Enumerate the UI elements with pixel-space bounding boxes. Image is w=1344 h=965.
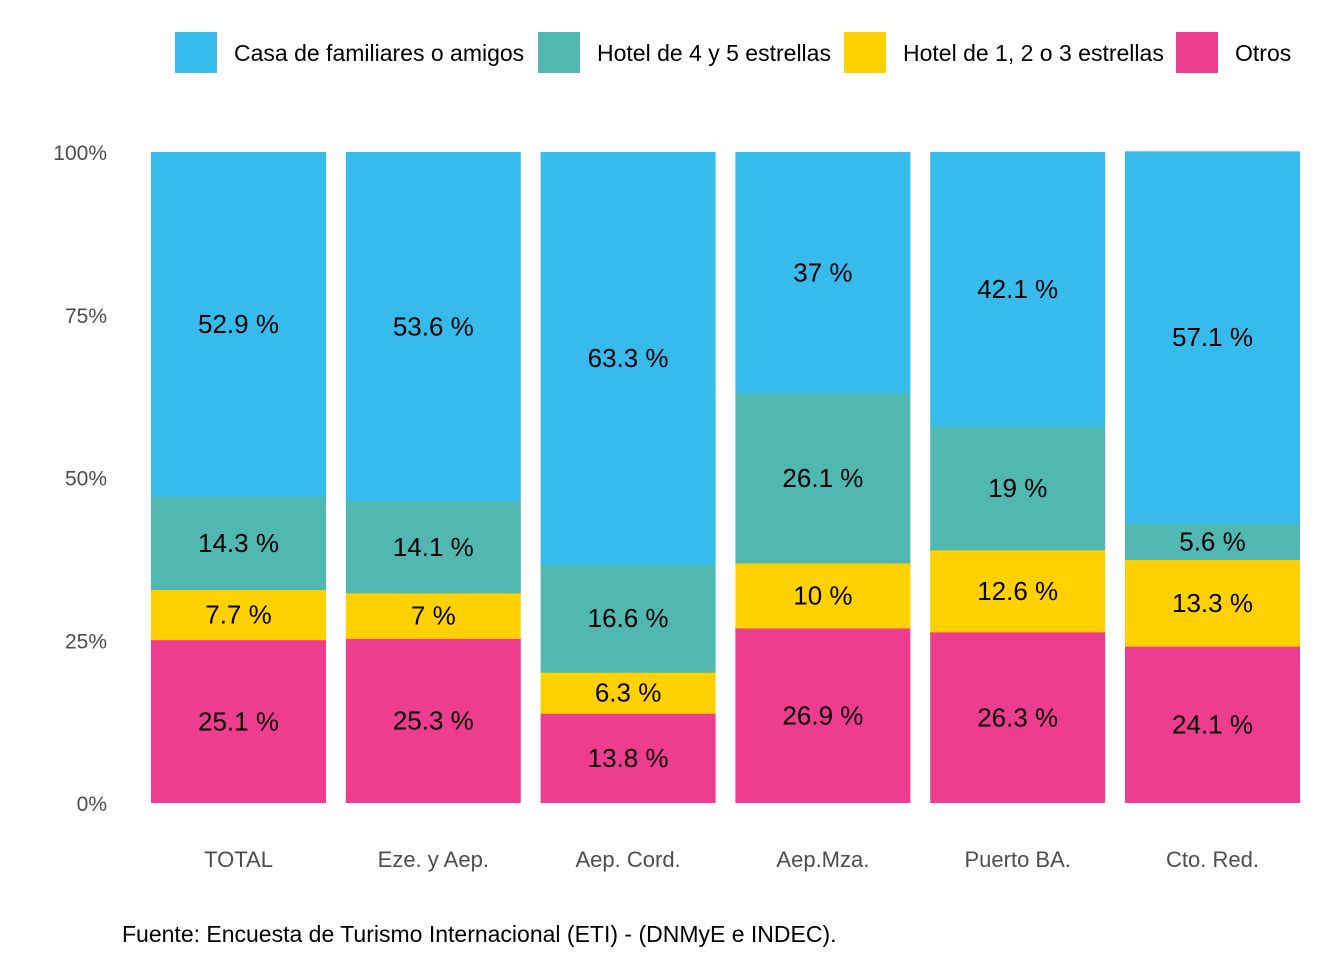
bar-segment-aep-mza-casa-de-familiares-o-amigos — [735, 152, 911, 394]
x-tick-label-total: TOTAL — [204, 847, 273, 872]
data-label-eze-y-aep-casa-de-familiares-o-amigos: 53.6 % — [393, 311, 474, 341]
data-label-total-casa-de-familiares-o-amigos: 52.9 % — [198, 309, 279, 339]
y-tick-label-50: 50% — [65, 468, 107, 491]
bar-segment-puerto-ba-hotel-de-1-2-o-3-estrellas — [930, 549, 1106, 633]
legend-swatch-hotel-de-1-2-o-3-estrellas — [844, 32, 886, 73]
bar-segment-puerto-ba-otros — [930, 631, 1106, 803]
bar-segment-total-casa-de-familiares-o-amigos — [151, 152, 326, 497]
data-label-puerto-ba-hotel-de-4-y-5-estrellas: 19 % — [988, 473, 1047, 503]
bar-segment-eze-y-aep-casa-de-familiares-o-amigos — [345, 152, 521, 502]
data-label-aep-mza-hotel-de-1-2-o-3-estrellas: 10 % — [793, 580, 852, 610]
bar-segment-aep-cord-hotel-de-4-y-5-estrellas — [540, 564, 716, 673]
bar-segment-cto-red-hotel-de-1-2-o-3-estrellas — [1125, 559, 1300, 647]
data-label-aep-cord-otros: 13.8 % — [588, 743, 669, 773]
legend-swatch-hotel-de-4-y-5-estrellas — [538, 32, 580, 73]
y-tick-label-75: 75% — [65, 305, 107, 328]
data-label-cto-red-otros: 24.1 % — [1172, 710, 1253, 740]
data-label-total-otros: 25.1 % — [198, 706, 279, 736]
y-tick-label-25: 25% — [65, 630, 107, 653]
data-label-total-hotel-de-1-2-o-3-estrellas: 7.7 % — [205, 600, 272, 630]
x-tick-label-eze-y-aep: Eze. y Aep. — [378, 847, 489, 872]
data-label-aep-mza-hotel-de-4-y-5-estrellas: 26.1 % — [782, 463, 863, 493]
data-label-aep-cord-hotel-de-4-y-5-estrellas: 16.6 % — [588, 603, 669, 633]
data-label-eze-y-aep-hotel-de-4-y-5-estrellas: 14.1 % — [393, 532, 474, 562]
bar-segment-aep-cord-otros — [540, 713, 716, 803]
data-label-eze-y-aep-otros: 25.3 % — [393, 706, 474, 736]
bar-segment-eze-y-aep-otros — [345, 638, 521, 803]
x-tick-label-aep-mza: Aep.Mza. — [776, 847, 869, 872]
legend-label-casa-de-familiares-o-amigos: Casa de familiares o amigos — [234, 40, 524, 66]
bar-segment-puerto-ba-casa-de-familiares-o-amigos — [930, 152, 1106, 427]
x-axis: TOTAL Eze. y Aep. Aep. Cord. Aep.Mza. Puerto… — [204, 847, 1259, 872]
bar-segment-aep-mza-hotel-de-1-2-o-3-estrellas — [735, 562, 911, 629]
data-label-aep-mza-casa-de-familiares-o-amigos: 37 % — [793, 257, 852, 287]
legend-label-hotel-de-1-2-o-3-estrellas: Hotel de 1, 2 o 3 estrellas — [903, 40, 1164, 66]
legend-swatch-otros — [1176, 32, 1218, 73]
x-tick-label-cto-red: Cto. Red. — [1166, 847, 1259, 872]
bar-segment-total-otros — [151, 639, 326, 803]
data-label-puerto-ba-otros: 26.3 % — [977, 702, 1058, 732]
bar-segment-eze-y-aep-hotel-de-4-y-5-estrellas — [345, 500, 521, 594]
bar-segment-cto-red-hotel-de-4-y-5-estrellas — [1125, 523, 1300, 561]
bar-segment-aep-mza-hotel-de-4-y-5-estrellas — [735, 392, 911, 564]
bar-segment-cto-red-casa-de-familiares-o-amigos — [1125, 151, 1300, 524]
y-axis: 0% 25% 50% 75% 100% — [53, 142, 107, 816]
bar-segment-eze-y-aep-hotel-de-1-2-o-3-estrellas — [345, 592, 521, 639]
bar-segment-total-hotel-de-4-y-5-estrellas — [151, 496, 326, 591]
bar-segment-cto-red-otros — [1125, 646, 1300, 803]
bar-segment-total-hotel-de-1-2-o-3-estrellas — [151, 589, 326, 641]
data-label-puerto-ba-casa-de-familiares-o-amigos: 42.1 % — [977, 274, 1058, 304]
data-label-aep-cord-hotel-de-1-2-o-3-estrellas: 6.3 % — [595, 678, 662, 708]
legend-swatch-casa-de-familiares-o-amigos — [175, 32, 217, 73]
data-label-cto-red-casa-de-familiares-o-amigos: 57.1 % — [1172, 322, 1253, 352]
data-labels: 25.1 % 7.7 % 14.3 % 52.9 % 25.3 % 7 % 14.1 % 53… — [198, 257, 1253, 773]
x-tick-label-aep-cord: Aep. Cord. — [576, 847, 681, 872]
legend: Casa de familiares o amigos Hotel de 4 y … — [175, 32, 1291, 73]
data-label-total-hotel-de-4-y-5-estrellas: 14.3 % — [198, 528, 279, 558]
bar-segment-puerto-ba-hotel-de-4-y-5-estrellas — [930, 426, 1106, 551]
bar-segment-aep-mza-otros — [735, 627, 911, 803]
data-label-aep-cord-casa-de-familiares-o-amigos: 63.3 % — [588, 343, 669, 373]
bars — [151, 151, 1300, 803]
bar-segment-aep-cord-hotel-de-1-2-o-3-estrellas — [540, 672, 716, 714]
y-tick-label-0: 0% — [77, 793, 107, 816]
y-tick-label-100: 100% — [53, 142, 107, 165]
data-label-aep-mza-otros: 26.9 % — [782, 700, 863, 730]
chart-caption: Fuente: Encuesta de Turismo Internaciona… — [122, 921, 837, 947]
data-label-puerto-ba-hotel-de-1-2-o-3-estrellas: 12.6 % — [977, 576, 1058, 606]
data-label-cto-red-hotel-de-4-y-5-estrellas: 5.6 % — [1179, 526, 1246, 556]
legend-label-hotel-de-4-y-5-estrellas: Hotel de 4 y 5 estrellas — [597, 40, 831, 66]
legend-label-otros: Otros — [1235, 40, 1291, 66]
data-label-eze-y-aep-hotel-de-1-2-o-3-estrellas: 7 % — [411, 601, 456, 631]
bar-segment-aep-cord-casa-de-familiares-o-amigos — [540, 152, 716, 565]
x-tick-label-puerto-ba: Puerto BA. — [965, 847, 1071, 872]
data-label-cto-red-hotel-de-1-2-o-3-estrellas: 13.3 % — [1172, 588, 1253, 618]
